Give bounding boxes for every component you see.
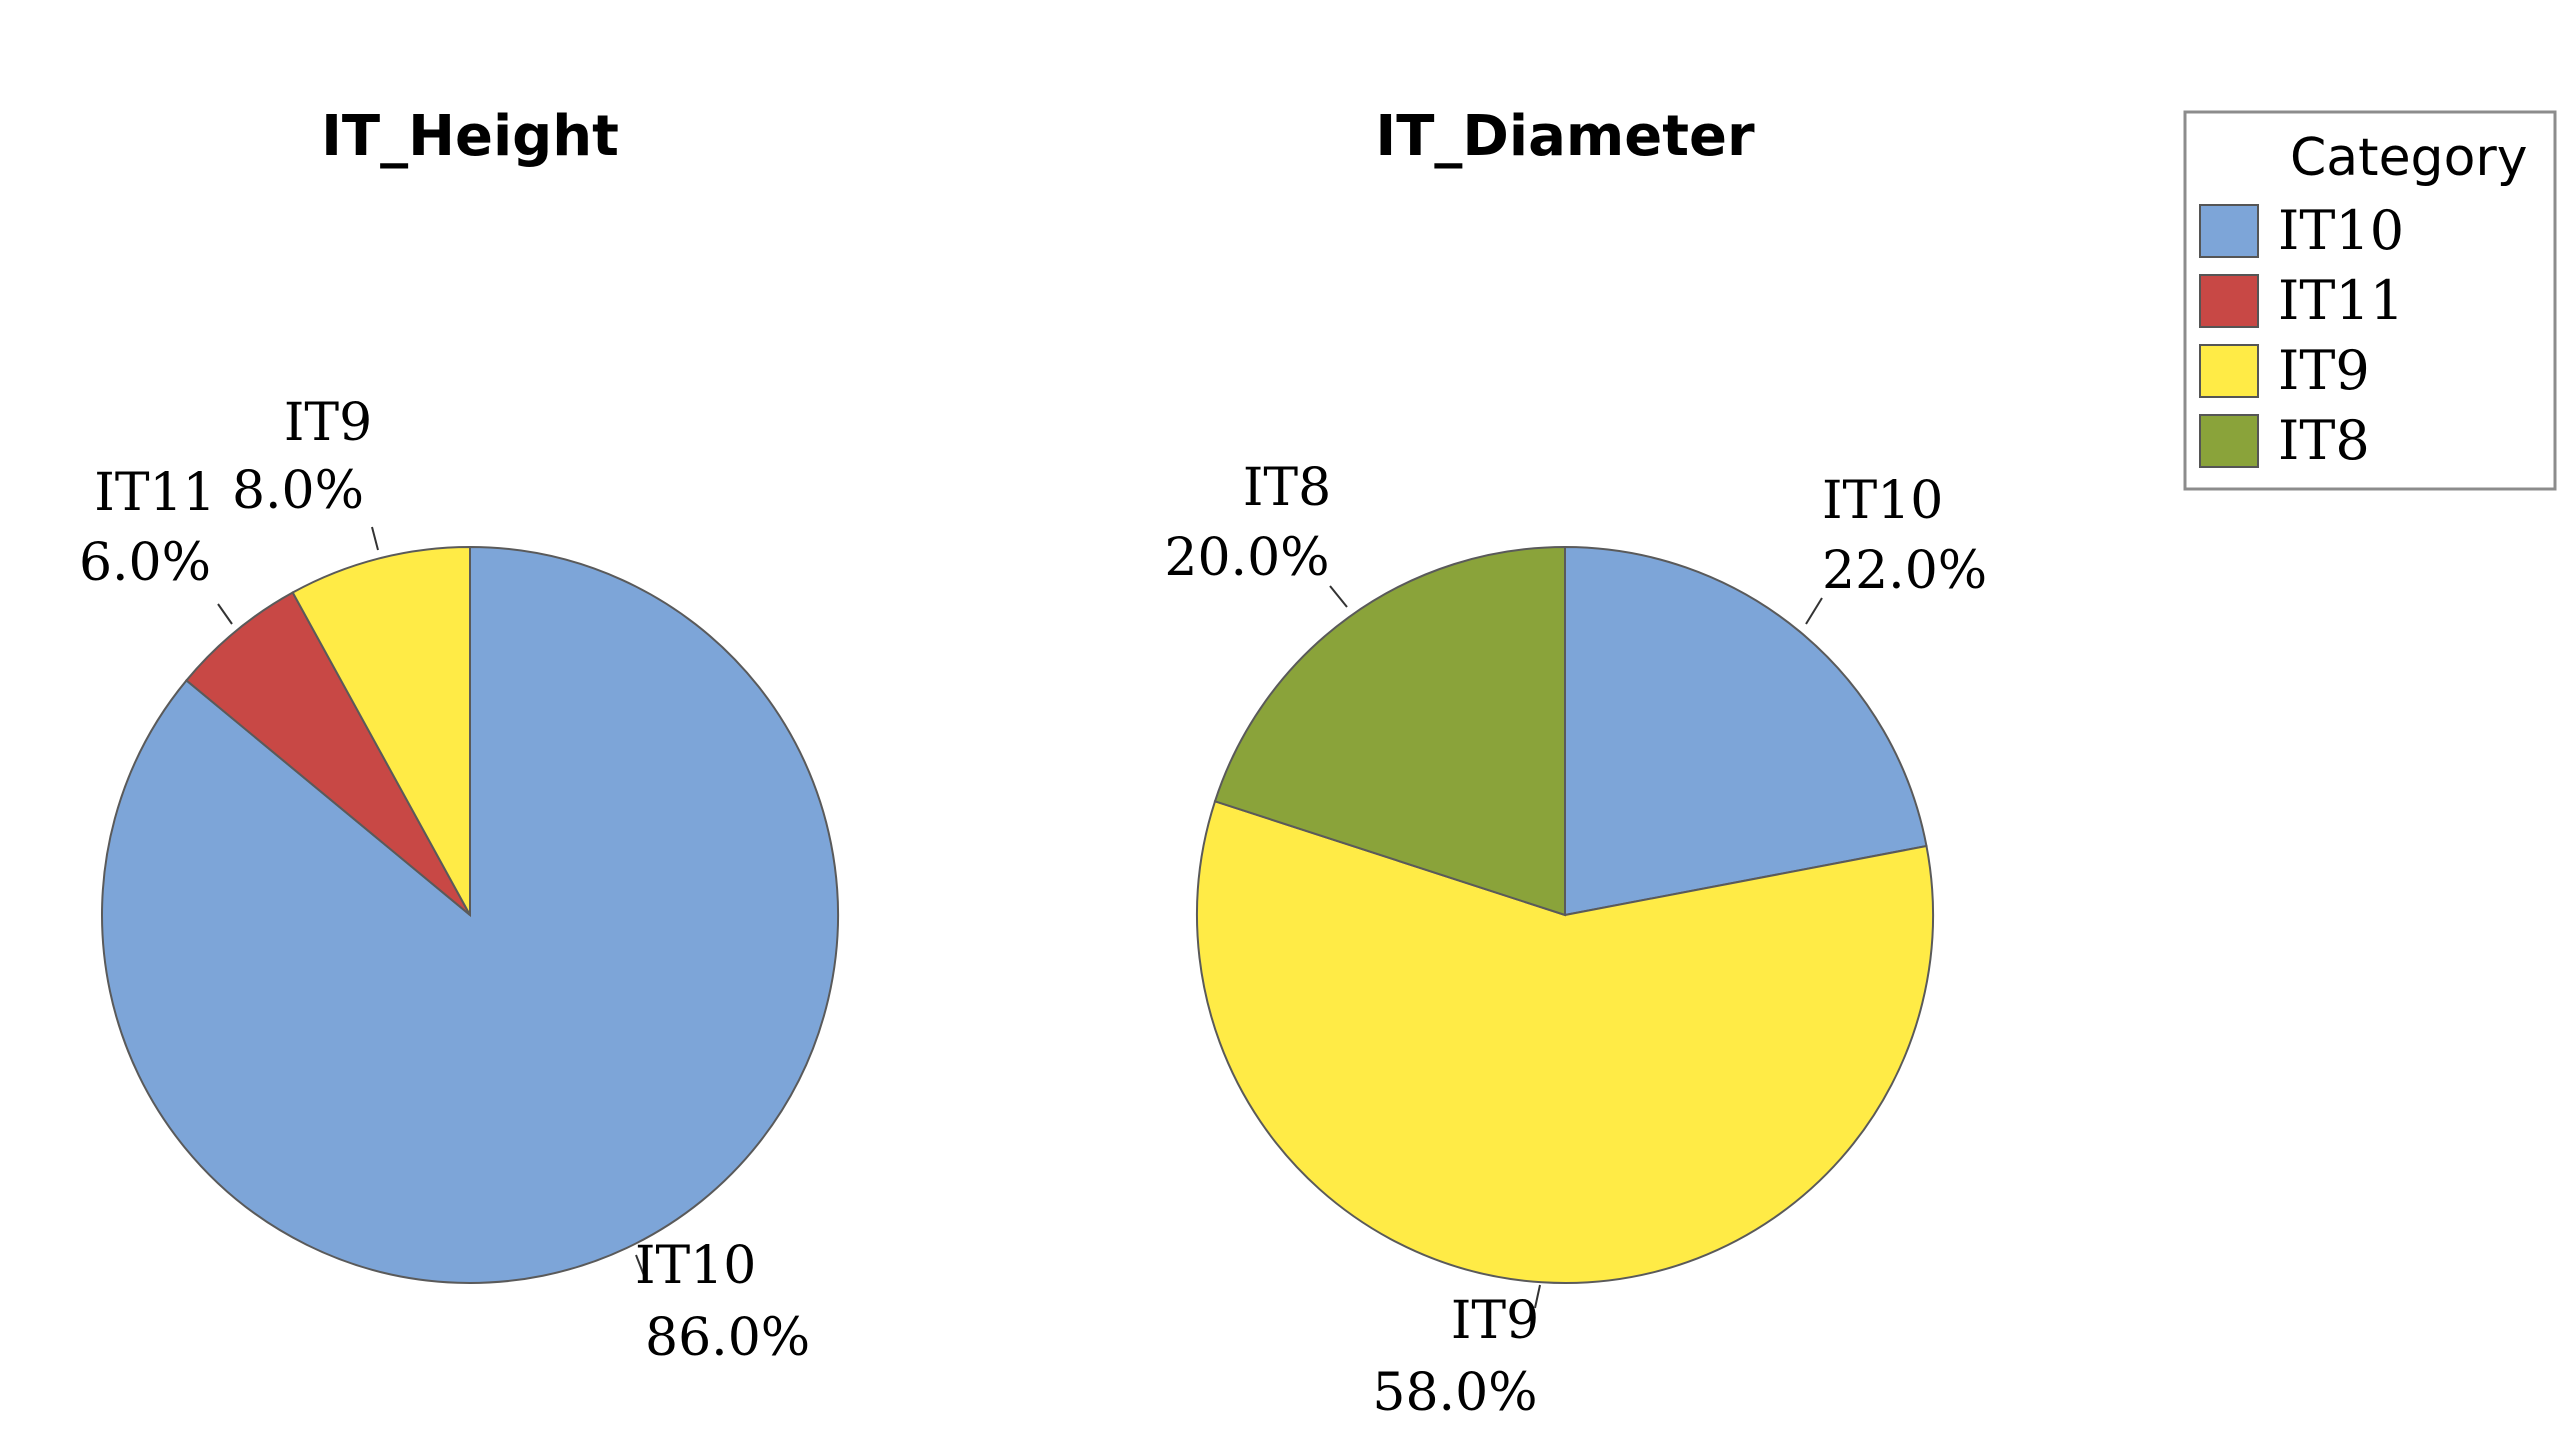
slice-label-percent: 22.0% (1822, 541, 1987, 601)
pie-slice-it9 (1196, 800, 1934, 1284)
slice-label-name: IT9 (1451, 1291, 1539, 1351)
legend-label-it9: IT9 (2278, 339, 2370, 402)
slice-label-name: IT8 (1243, 458, 1331, 518)
slice-label-name: IT11 (94, 463, 215, 523)
legend: Category IT10 IT11 IT9 IT8 (2183, 110, 2557, 491)
slice-label-percent: 58.0% (1372, 1363, 1537, 1423)
slice-leader-line (1329, 585, 1348, 608)
slice-leader-line (1805, 597, 1823, 625)
pie-diameter: IT10 22.0% IT9 58.0% IT8 20.0% (1164, 458, 1987, 1423)
pie-slice-it10 (101, 545, 839, 1284)
slice-label-name: IT10 (635, 1236, 756, 1296)
pie-title-diameter: IT_Diameter (1375, 104, 1755, 169)
slice-label-name: IT9 (284, 393, 372, 453)
slice-label-name: IT10 (1822, 471, 1943, 531)
pie-title-height: IT_Height (321, 104, 619, 169)
legend-label-it10: IT10 (2278, 199, 2404, 262)
slice-leader-line (217, 603, 233, 625)
legend-label-it11: IT11 (2278, 269, 2404, 332)
legend-swatch-it11 (2199, 274, 2259, 328)
slice-leader-line (1534, 1284, 1541, 1309)
pie-slice-it9 (291, 545, 471, 916)
legend-title: Category (2290, 128, 2528, 188)
slice-leader-line (635, 1254, 646, 1279)
pie-slice-it10 (1564, 545, 1928, 917)
legend-swatch-it10 (2199, 204, 2259, 258)
slice-label-percent: 8.0% (232, 461, 364, 521)
pie-slice-it8 (1213, 545, 1566, 917)
pie-slice-it11 (185, 591, 471, 916)
slice-label-percent: 20.0% (1164, 528, 1329, 588)
pie-height: IT10 86.0% IT11 6.0% IT9 8.0% (79, 393, 839, 1368)
legend-label-it8: IT8 (2278, 409, 2370, 472)
slice-label-percent: 86.0% (645, 1308, 810, 1368)
legend-swatch-it8 (2199, 414, 2259, 468)
slice-label-percent: 6.0% (79, 533, 211, 593)
slice-leader-line (371, 526, 379, 551)
legend-swatch-it9 (2199, 344, 2259, 398)
